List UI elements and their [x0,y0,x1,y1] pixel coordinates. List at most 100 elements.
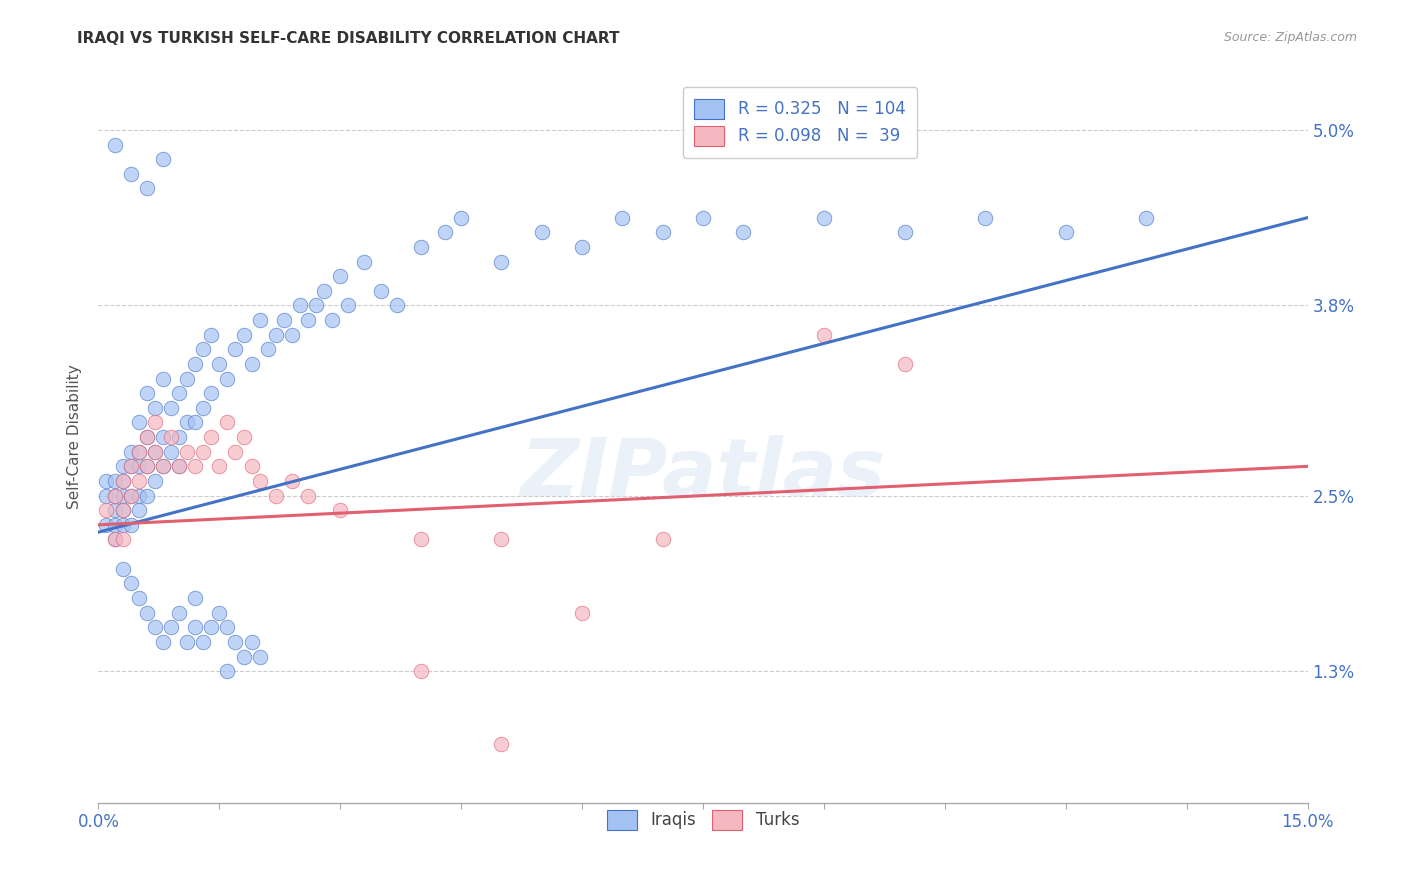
Point [224,444,246,458]
Point [208,357,231,371]
Point [128,503,150,517]
Point [160,620,183,634]
Point [571,240,593,254]
Point [297,489,319,503]
Point [208,459,231,474]
Point [264,489,287,503]
Point [167,459,190,474]
Point [111,503,134,517]
Point [193,444,215,458]
Point [217,416,239,430]
Point [409,240,432,254]
Point [135,386,157,401]
Point [321,313,343,327]
Y-axis label: Self-Care Disability: Self-Care Disability [67,365,83,509]
Legend: Iraqis, Turks: Iraqis, Turks [599,801,807,838]
Point [96,503,118,517]
Text: ZIPatlas: ZIPatlas [520,434,886,513]
Point [143,401,166,415]
Point [692,211,714,225]
Point [224,343,246,357]
Point [232,649,254,664]
Point [176,371,198,385]
Point [1135,211,1157,225]
Point [297,313,319,327]
Point [103,474,125,488]
Point [733,225,755,239]
Point [200,620,222,634]
Point [305,298,328,312]
Point [167,459,190,474]
Point [893,357,915,371]
Point [385,298,408,312]
Point [571,606,593,620]
Point [353,254,375,268]
Point [176,635,198,649]
Point [111,474,134,488]
Point [208,606,231,620]
Point [434,225,457,239]
Point [232,430,254,444]
Point [135,430,157,444]
Point [111,474,134,488]
Point [143,416,166,430]
Point [103,533,125,547]
Point [491,737,513,751]
Point [135,430,157,444]
Point [103,533,125,547]
Point [184,620,207,634]
Point [217,664,239,678]
Point [111,533,134,547]
Point [491,254,513,268]
Point [491,533,513,547]
Point [217,371,239,385]
Point [152,459,174,474]
Point [128,416,150,430]
Point [120,489,142,503]
Point [184,357,207,371]
Point [135,459,157,474]
Point [530,225,553,239]
Point [143,474,166,488]
Point [232,327,254,342]
Point [152,371,174,385]
Point [224,635,246,649]
Point [240,459,263,474]
Point [651,533,673,547]
Point [184,591,207,605]
Point [128,489,150,503]
Point [111,489,134,503]
Point [128,444,150,458]
Point [143,444,166,458]
Point [450,211,472,225]
Point [103,503,125,517]
Point [128,474,150,488]
Point [184,459,207,474]
Point [281,474,304,488]
Point [135,181,157,195]
Point [409,664,432,678]
Point [120,167,142,181]
Point [273,313,295,327]
Point [176,416,198,430]
Point [651,225,673,239]
Point [184,416,207,430]
Point [160,430,183,444]
Point [813,211,835,225]
Point [128,444,150,458]
Point [200,430,222,444]
Point [409,533,432,547]
Point [111,517,134,532]
Point [193,401,215,415]
Point [160,401,183,415]
Point [893,225,915,239]
Point [96,474,118,488]
Point [167,430,190,444]
Point [120,459,142,474]
Point [370,284,392,298]
Point [288,298,311,312]
Point [103,489,125,503]
Point [200,327,222,342]
Point [111,459,134,474]
Point [128,459,150,474]
